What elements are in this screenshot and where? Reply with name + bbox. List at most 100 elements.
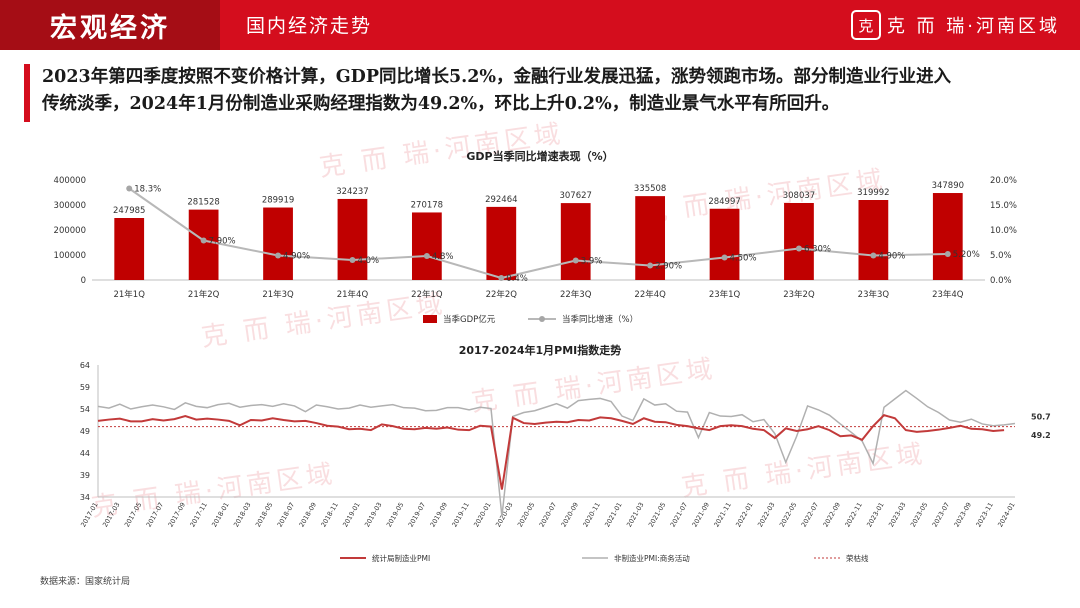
gdp-bar-label: 347890 bbox=[932, 181, 964, 191]
y-tick-label: 59 bbox=[80, 383, 90, 392]
legend-label: 当季同比增速（%） bbox=[562, 314, 638, 325]
gdp-bar-label: 247985 bbox=[113, 206, 145, 216]
growth-rate-label: 2.90% bbox=[655, 262, 682, 272]
gdp-bar bbox=[411, 212, 442, 280]
x-tick-label: 2019-07 bbox=[407, 501, 428, 529]
x-tick-label: 23年2Q bbox=[783, 289, 815, 300]
chart-title: 2017-2024年1月PMI指数走势 bbox=[459, 343, 622, 357]
y-right-tick-label: 15.0% bbox=[990, 201, 1017, 211]
x-tick-label: 2021-01 bbox=[603, 501, 624, 529]
end-value-label: 49.2 bbox=[1031, 431, 1051, 440]
gdp-bar-label: 335508 bbox=[634, 184, 666, 194]
x-tick-label: 2018-07 bbox=[276, 501, 297, 529]
x-tick-label: 21年4Q bbox=[337, 289, 369, 300]
legend-swatch-bar bbox=[423, 315, 437, 323]
x-tick-label: 2021-07 bbox=[669, 501, 690, 529]
x-tick-label: 2022-05 bbox=[778, 501, 799, 529]
y-right-tick-label: 5.0% bbox=[990, 251, 1012, 261]
legend-label: 非制造业PMI:商务活动 bbox=[614, 553, 690, 563]
y-left-tick-label: 100000 bbox=[54, 251, 86, 261]
x-tick-label: 2023-11 bbox=[974, 501, 995, 529]
x-tick-label: 2017-09 bbox=[167, 501, 188, 529]
x-tick-label: 2024-01 bbox=[996, 501, 1017, 529]
x-tick-label: 2022-03 bbox=[756, 501, 777, 529]
pmi-chart: 2017-2024年1月PMI指数走势 34 39 44 49 54 59 64 2017-01… bbox=[79, 343, 1051, 563]
growth-rate-point bbox=[498, 275, 505, 281]
gdp-bar-label: 281528 bbox=[187, 198, 219, 208]
x-tick-label: 2023-05 bbox=[909, 501, 930, 529]
x-tick-label: 22年4Q bbox=[634, 289, 666, 300]
x-tick-label: 2023-03 bbox=[887, 501, 908, 529]
x-tick-label: 2022-11 bbox=[843, 501, 864, 529]
gdp-bar-label: 270178 bbox=[411, 200, 443, 210]
gdp-bar bbox=[932, 193, 963, 280]
x-tick-label: 2019-09 bbox=[429, 501, 450, 529]
gdp-bar-label: 324237 bbox=[336, 187, 368, 197]
y-right-tick-label: 10.0% bbox=[990, 226, 1017, 236]
x-tick-label: 23年4Q bbox=[932, 289, 964, 300]
x-tick-label: 21年1Q bbox=[113, 289, 145, 300]
growth-rate-label: 4.90% bbox=[283, 252, 310, 262]
x-tick-label: 2023-07 bbox=[931, 501, 952, 529]
brand-logo-icon: 克 bbox=[850, 10, 881, 40]
non-manufacturing-pmi-line bbox=[97, 389, 1016, 517]
gdp-bar-label: 292464 bbox=[485, 195, 517, 205]
growth-rate-label: 3.9% bbox=[581, 257, 603, 267]
x-tick-label: 2020-09 bbox=[560, 501, 581, 529]
x-tick-label: 2018-03 bbox=[232, 501, 253, 529]
x-tick-label: 2022-09 bbox=[822, 501, 843, 529]
gdp-chart: GDP当季同比增速表现（%） 0 100000 200000 300000 400000 0… bbox=[54, 149, 1017, 325]
x-tick-label: 2017-05 bbox=[123, 501, 144, 529]
growth-rate-point bbox=[423, 253, 430, 259]
growth-rate-label: 18.3% bbox=[134, 185, 161, 195]
x-tick-label: 2019-03 bbox=[363, 501, 384, 529]
x-tick-label: 2017-03 bbox=[101, 501, 122, 529]
x-tick-label: 22年2Q bbox=[486, 289, 518, 300]
gdp-bar bbox=[114, 218, 145, 280]
gdp-bar bbox=[188, 209, 219, 280]
x-tick-label: 2021-05 bbox=[647, 501, 668, 529]
gdp-bar-label: 284997 bbox=[708, 197, 740, 207]
y-left-tick-label: 300000 bbox=[54, 201, 86, 211]
gdp-bar-label: 319992 bbox=[857, 188, 889, 198]
gdp-bar bbox=[337, 198, 368, 280]
x-tick-label: 2019-01 bbox=[341, 501, 362, 529]
gdp-bar bbox=[784, 202, 814, 280]
growth-rate-label: 6.30% bbox=[804, 245, 831, 255]
x-tick-label: 2019-05 bbox=[385, 501, 406, 529]
growth-rate-point bbox=[200, 237, 207, 244]
x-tick-label: 2019-11 bbox=[450, 501, 471, 529]
legend-label: 统计局制造业PMI bbox=[372, 553, 430, 563]
growth-rate-point bbox=[944, 251, 951, 257]
x-tick-label: 2020-11 bbox=[581, 501, 602, 529]
x-tick-label: 2021-09 bbox=[691, 501, 712, 529]
gdp-bar bbox=[709, 208, 740, 280]
x-tick-label: 23年1Q bbox=[709, 289, 741, 300]
x-tick-label: 2017-07 bbox=[145, 501, 166, 529]
x-tick-label: 2021-11 bbox=[712, 501, 733, 529]
growth-rate-label: 4.50% bbox=[730, 254, 757, 264]
growth-rate-point bbox=[572, 257, 579, 264]
gdp-bar bbox=[263, 207, 293, 280]
brand-text: 克 而 瑞·河南区域 bbox=[886, 16, 1060, 37]
growth-rate-point bbox=[721, 254, 728, 261]
gdp-bar-label: 308037 bbox=[783, 191, 815, 201]
y-tick-label: 54 bbox=[80, 405, 90, 414]
growth-rate-point bbox=[647, 262, 654, 269]
x-tick-label: 2018-05 bbox=[254, 501, 275, 529]
x-tick-label: 2018-09 bbox=[298, 501, 319, 529]
end-value-label: 50.7 bbox=[1031, 413, 1051, 422]
x-tick-label: 21年3Q bbox=[262, 289, 294, 300]
legend-label: 荣枯线 bbox=[846, 553, 869, 563]
x-tick-label: 2017-01 bbox=[79, 501, 100, 529]
summary-line-2: 传统淡季，2024年1月份制造业采购经理指数为49.2%，环比上升0.2%，制造… bbox=[42, 94, 840, 114]
x-tick-label: 2020-07 bbox=[538, 501, 559, 529]
growth-rate-label: 4.90% bbox=[878, 252, 905, 262]
growth-rate-point bbox=[870, 252, 877, 259]
growth-rate-label: 0.4% bbox=[506, 274, 528, 284]
gdp-bar-label: 289919 bbox=[262, 196, 294, 206]
growth-rate-line bbox=[128, 187, 948, 280]
y-left-tick-label: 200000 bbox=[54, 226, 86, 236]
gdp-bar bbox=[560, 203, 591, 280]
y-left-tick-label: 400000 bbox=[54, 176, 86, 186]
